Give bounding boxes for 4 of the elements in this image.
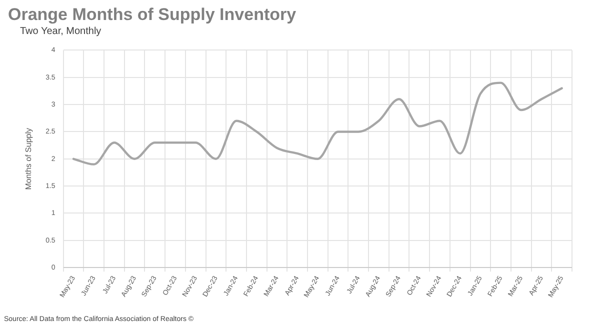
chart-title: Orange Months of Supply Inventory — [8, 5, 296, 25]
chart-subtitle: Two Year, Monthly — [20, 26, 102, 37]
y-axis-title: Months of Supply — [24, 128, 34, 190]
line-series — [72, 82, 563, 166]
